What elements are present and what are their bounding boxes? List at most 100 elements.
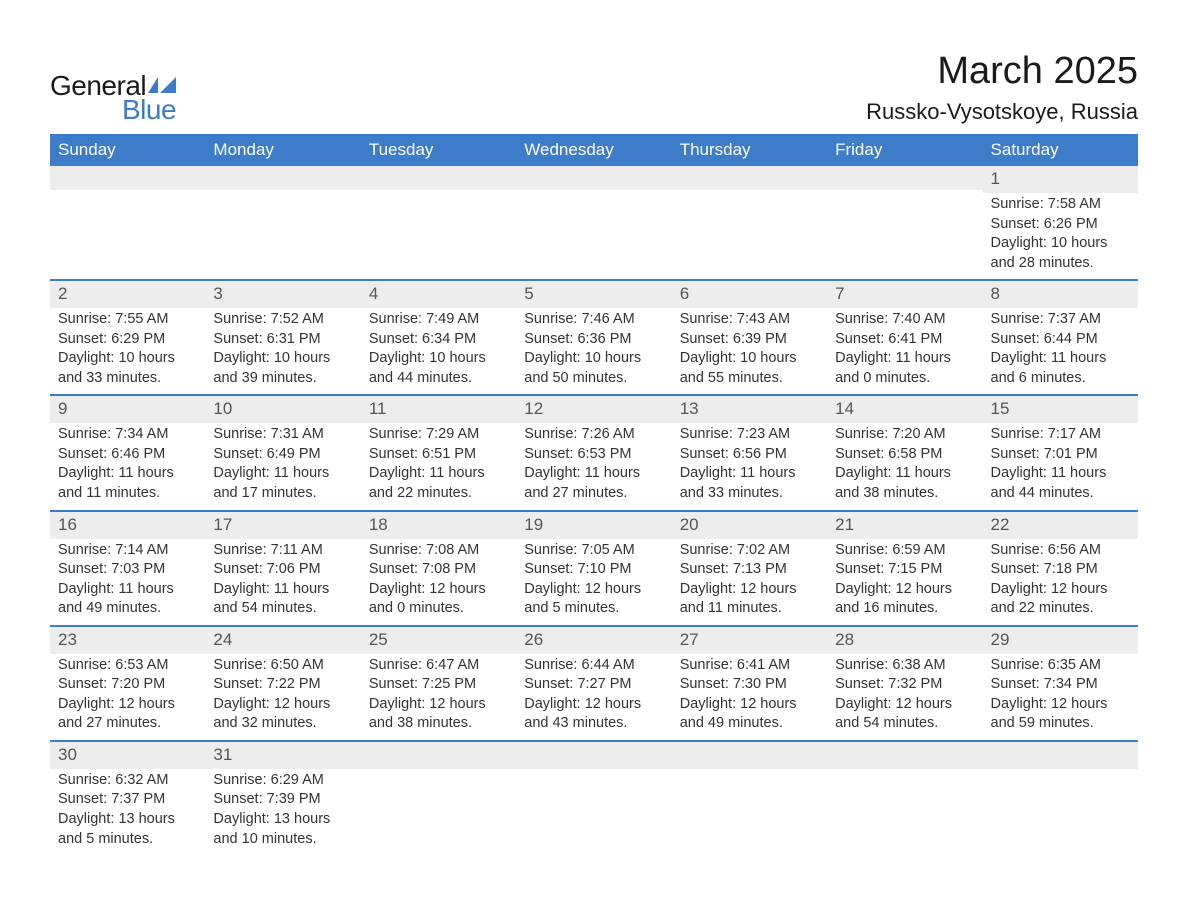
- day-detail-line: Sunrise: 6:47 AM: [369, 656, 508, 676]
- day-detail-line: Sunset: 7:32 PM: [835, 675, 974, 695]
- weekday-header-row: Sunday Monday Tuesday Wednesday Thursday…: [50, 134, 1138, 166]
- weekday-header: Saturday: [983, 134, 1138, 166]
- calendar-cell: 30Sunrise: 6:32 AMSunset: 7:37 PMDayligh…: [50, 741, 205, 855]
- day-detail-line: Daylight: 11 hours: [835, 349, 974, 369]
- weekday-header: Tuesday: [361, 134, 516, 166]
- day-detail-line: Sunrise: 7:23 AM: [680, 425, 819, 445]
- calendar-cell: 23Sunrise: 6:53 AMSunset: 7:20 PMDayligh…: [50, 626, 205, 741]
- day-detail-line: Daylight: 12 hours: [58, 695, 197, 715]
- day-detail-line: Sunset: 6:46 PM: [58, 445, 197, 465]
- day-number: 30: [50, 742, 205, 769]
- day-detail-line: Daylight: 12 hours: [680, 695, 819, 715]
- calendar-week-row: 30Sunrise: 6:32 AMSunset: 7:37 PMDayligh…: [50, 741, 1138, 855]
- calendar-cell: [827, 741, 982, 855]
- day-detail-line: Daylight: 12 hours: [369, 695, 508, 715]
- weekday-header: Thursday: [672, 134, 827, 166]
- calendar-cell: 31Sunrise: 6:29 AMSunset: 7:39 PMDayligh…: [205, 741, 360, 855]
- day-detail-line: and 55 minutes.: [680, 369, 819, 389]
- calendar-cell: [672, 741, 827, 855]
- day-detail-line: and 5 minutes.: [58, 830, 197, 850]
- day-detail-line: and 5 minutes.: [524, 599, 663, 619]
- day-detail-line: Sunrise: 6:35 AM: [991, 656, 1130, 676]
- calendar-cell: 22Sunrise: 6:56 AMSunset: 7:18 PMDayligh…: [983, 511, 1138, 626]
- day-detail-line: Sunset: 7:20 PM: [58, 675, 197, 695]
- day-detail-line: Sunrise: 7:11 AM: [213, 541, 352, 561]
- day-detail-line: Sunrise: 7:58 AM: [991, 195, 1130, 215]
- day-detail-line: Sunrise: 7:40 AM: [835, 310, 974, 330]
- day-number: 13: [672, 396, 827, 423]
- day-detail-line: Sunrise: 6:38 AM: [835, 656, 974, 676]
- day-detail-line: Daylight: 12 hours: [991, 695, 1130, 715]
- day-number: 26: [516, 627, 671, 654]
- day-details: Sunrise: 7:34 AMSunset: 6:46 PMDaylight:…: [50, 423, 205, 509]
- calendar-cell: 29Sunrise: 6:35 AMSunset: 7:34 PMDayligh…: [983, 626, 1138, 741]
- calendar-week-row: 1Sunrise: 7:58 AMSunset: 6:26 PMDaylight…: [50, 166, 1138, 280]
- day-detail-line: Sunrise: 7:37 AM: [991, 310, 1130, 330]
- day-detail-line: Sunrise: 6:56 AM: [991, 541, 1130, 561]
- day-details: Sunrise: 7:20 AMSunset: 6:58 PMDaylight:…: [827, 423, 982, 509]
- brand-logo: General Blue: [50, 50, 178, 126]
- day-details: Sunrise: 7:58 AMSunset: 6:26 PMDaylight:…: [983, 193, 1138, 279]
- day-detail-line: Sunrise: 6:53 AM: [58, 656, 197, 676]
- calendar-cell: 4Sunrise: 7:49 AMSunset: 6:34 PMDaylight…: [361, 280, 516, 395]
- day-detail-line: and 50 minutes.: [524, 369, 663, 389]
- day-details: Sunrise: 7:26 AMSunset: 6:53 PMDaylight:…: [516, 423, 671, 509]
- day-number: 9: [50, 396, 205, 423]
- day-detail-line: and 10 minutes.: [213, 830, 352, 850]
- day-detail-line: Daylight: 12 hours: [835, 695, 974, 715]
- day-detail-line: Sunset: 7:30 PM: [680, 675, 819, 695]
- calendar-cell: 24Sunrise: 6:50 AMSunset: 7:22 PMDayligh…: [205, 626, 360, 741]
- calendar-cell: [50, 166, 205, 280]
- day-detail-line: Sunset: 6:31 PM: [213, 330, 352, 350]
- calendar-cell: 20Sunrise: 7:02 AMSunset: 7:13 PMDayligh…: [672, 511, 827, 626]
- weekday-header: Sunday: [50, 134, 205, 166]
- day-detail-line: Sunset: 7:27 PM: [524, 675, 663, 695]
- calendar-cell: 5Sunrise: 7:46 AMSunset: 6:36 PMDaylight…: [516, 280, 671, 395]
- day-number: 2: [50, 281, 205, 308]
- day-detail-line: Sunset: 6:26 PM: [991, 215, 1130, 235]
- day-detail-line: Sunrise: 7:46 AM: [524, 310, 663, 330]
- calendar-cell: 13Sunrise: 7:23 AMSunset: 6:56 PMDayligh…: [672, 395, 827, 510]
- day-number: 14: [827, 396, 982, 423]
- day-detail-line: and 32 minutes.: [213, 714, 352, 734]
- day-details: Sunrise: 6:50 AMSunset: 7:22 PMDaylight:…: [205, 654, 360, 740]
- day-detail-line: Sunrise: 6:44 AM: [524, 656, 663, 676]
- day-details: Sunrise: 6:38 AMSunset: 7:32 PMDaylight:…: [827, 654, 982, 740]
- day-details: Sunrise: 7:05 AMSunset: 7:10 PMDaylight:…: [516, 539, 671, 625]
- day-number: 8: [983, 281, 1138, 308]
- day-details: Sunrise: 6:44 AMSunset: 7:27 PMDaylight:…: [516, 654, 671, 740]
- day-detail-line: and 28 minutes.: [991, 254, 1130, 274]
- day-detail-line: Sunset: 7:10 PM: [524, 560, 663, 580]
- day-detail-line: Sunset: 6:51 PM: [369, 445, 508, 465]
- day-detail-line: Daylight: 12 hours: [991, 580, 1130, 600]
- day-detail-line: Daylight: 11 hours: [835, 464, 974, 484]
- day-detail-line: and 54 minutes.: [835, 714, 974, 734]
- day-detail-line: and 39 minutes.: [213, 369, 352, 389]
- day-detail-line: and 54 minutes.: [213, 599, 352, 619]
- day-number: 6: [672, 281, 827, 308]
- day-details: Sunrise: 7:23 AMSunset: 6:56 PMDaylight:…: [672, 423, 827, 509]
- day-detail-line: Sunset: 7:22 PM: [213, 675, 352, 695]
- day-details: Sunrise: 7:37 AMSunset: 6:44 PMDaylight:…: [983, 308, 1138, 394]
- calendar-cell: 25Sunrise: 6:47 AMSunset: 7:25 PMDayligh…: [361, 626, 516, 741]
- weekday-header: Friday: [827, 134, 982, 166]
- calendar-cell: 6Sunrise: 7:43 AMSunset: 6:39 PMDaylight…: [672, 280, 827, 395]
- calendar-cell: 21Sunrise: 6:59 AMSunset: 7:15 PMDayligh…: [827, 511, 982, 626]
- calendar-cell: [983, 741, 1138, 855]
- day-number: 3: [205, 281, 360, 308]
- calendar-week-row: 23Sunrise: 6:53 AMSunset: 7:20 PMDayligh…: [50, 626, 1138, 741]
- day-number: 11: [361, 396, 516, 423]
- day-detail-line: Sunrise: 7:17 AM: [991, 425, 1130, 445]
- day-details: Sunrise: 6:41 AMSunset: 7:30 PMDaylight:…: [672, 654, 827, 740]
- weekday-header: Wednesday: [516, 134, 671, 166]
- day-number: 24: [205, 627, 360, 654]
- day-detail-line: Daylight: 11 hours: [991, 349, 1130, 369]
- day-number: 22: [983, 512, 1138, 539]
- day-detail-line: Sunset: 6:44 PM: [991, 330, 1130, 350]
- calendar-cell: [672, 166, 827, 280]
- day-detail-line: Sunrise: 7:55 AM: [58, 310, 197, 330]
- day-number: 25: [361, 627, 516, 654]
- day-detail-line: and 6 minutes.: [991, 369, 1130, 389]
- calendar-cell: [361, 741, 516, 855]
- day-detail-line: Sunrise: 7:08 AM: [369, 541, 508, 561]
